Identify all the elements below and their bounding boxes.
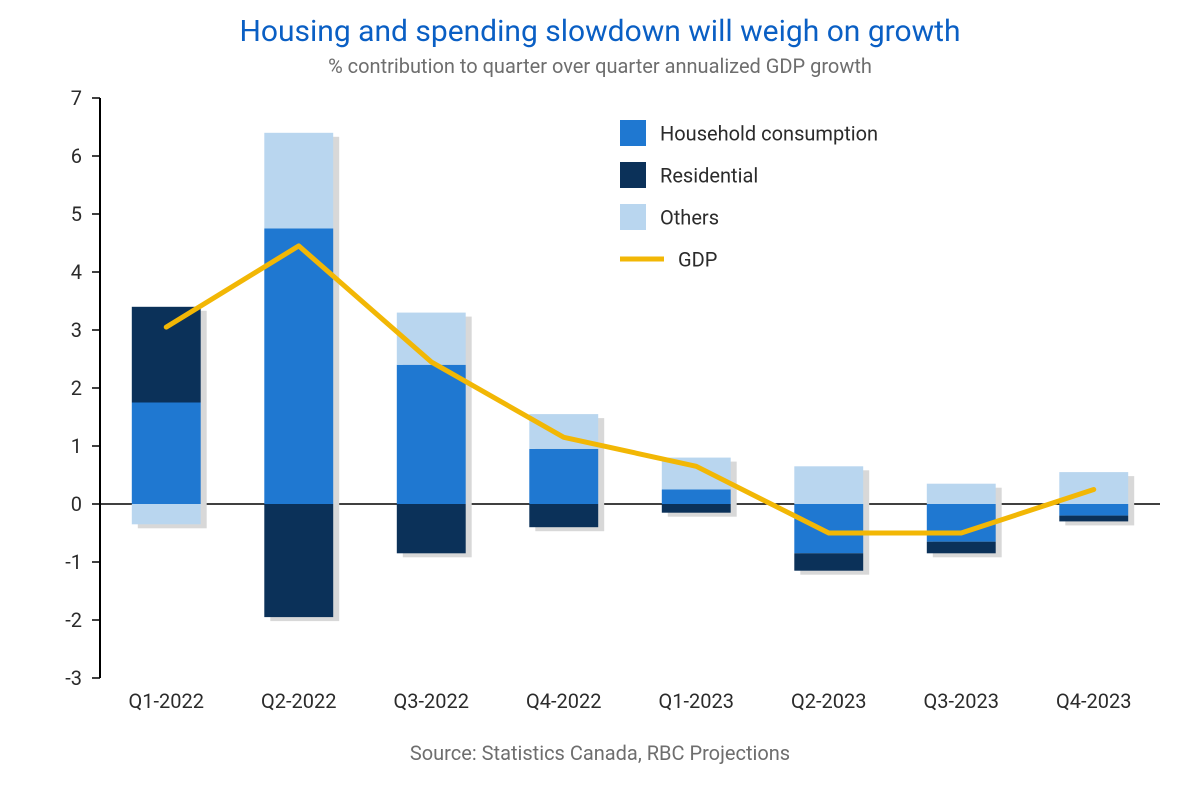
bar-segment-residential [794,553,863,570]
y-tick-label: 1 [71,434,82,458]
legend-swatch-household [620,120,646,146]
x-tick-label: Q1-2023 [659,689,735,713]
x-tick-label: Q3-2023 [924,689,1000,713]
bar-segment-household [397,365,466,504]
bar-segment-residential [662,504,731,513]
bar-segment-residential [132,307,201,403]
legend-label-residential: Residential [660,163,758,187]
y-tick-label: -1 [65,550,82,574]
x-tick-label: Q3-2022 [394,689,470,713]
legend-label-gdp: GDP [678,247,717,271]
y-tick-label: 0 [71,492,82,516]
bar-segment-residential [1059,516,1128,522]
bar-segment-household [1059,504,1128,516]
chart-container: Housing and spending slowdown will weigh… [0,0,1200,787]
bar-segment-residential [927,542,996,554]
y-tick-label: 2 [71,376,82,400]
x-tick-label: Q2-2022 [261,689,337,713]
bar-segment-household [529,449,598,504]
bar-segment-others [132,504,201,524]
bar-segment-residential [529,504,598,527]
bar-segment-residential [264,504,333,617]
chart-svg: -3 -2 -1 0 1 2 3 4 5 6 7 Q1-2022 Q2-2022 Q3-2022 Q4-20… [0,0,1200,787]
y-tick-label: 5 [71,202,82,226]
y-tick-label: 4 [71,260,82,284]
x-tick-label: Q4-2022 [526,689,602,713]
bar-segment-others [264,133,333,229]
bar-segment-others [794,466,863,504]
bar-segment-household [794,504,863,553]
y-tick-label: 3 [71,318,82,342]
legend-label-household: Household consumption [660,121,878,145]
legend-swatch-residential [620,162,646,188]
x-tick-label: Q1-2022 [129,689,205,713]
y-tick-label: 6 [71,144,82,168]
x-tick-label: Q4-2023 [1056,689,1132,713]
bar-segment-others [927,484,996,504]
y-tick-label: -3 [65,666,82,690]
y-tick-label: 7 [71,86,82,110]
x-tick-label: Q2-2023 [791,689,867,713]
legend-swatch-others [620,204,646,230]
legend-label-others: Others [660,205,719,229]
legend: Household consumption Residential Others GD… [620,120,878,271]
bar-segment-residential [397,504,466,553]
bar-segment-household [132,403,201,505]
y-tick-label: -2 [65,608,82,632]
bar-segment-household [662,490,731,505]
